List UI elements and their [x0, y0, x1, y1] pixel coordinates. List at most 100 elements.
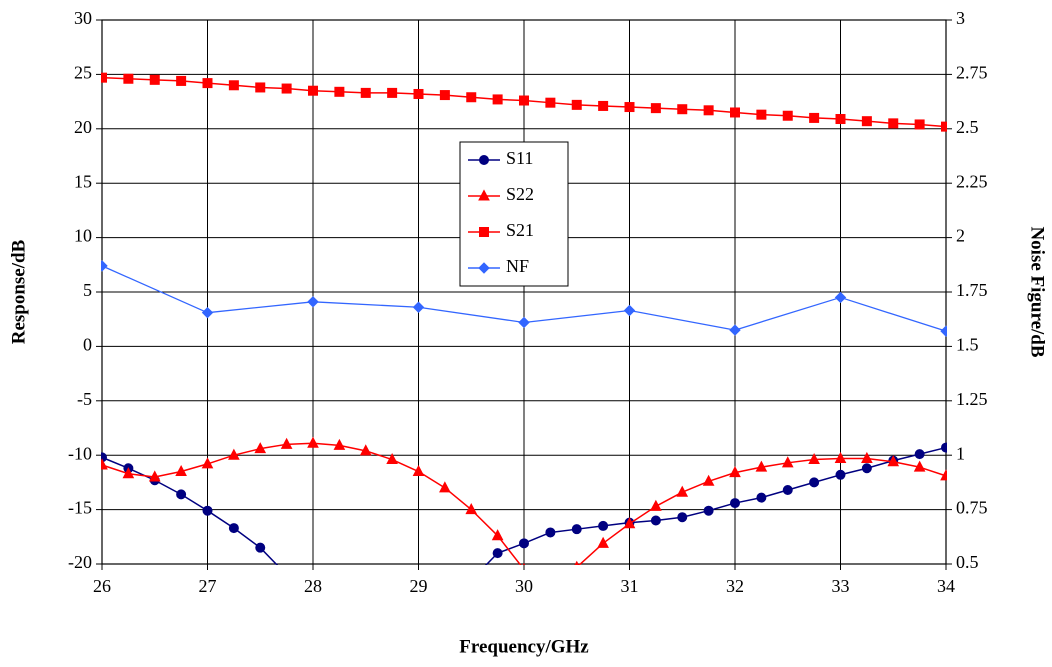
marker: [202, 78, 213, 89]
y-tick-label: -20: [68, 552, 92, 572]
y-tick-label: 0: [83, 335, 92, 355]
marker: [148, 470, 161, 482]
marker: [439, 481, 451, 493]
marker: [176, 75, 187, 86]
marker: [624, 102, 635, 113]
marker: [412, 301, 425, 313]
marker: [755, 460, 768, 472]
legend-label: S11: [506, 148, 533, 168]
marker: [545, 97, 556, 108]
y2-tick-label: 1: [956, 443, 965, 463]
marker: [412, 464, 425, 477]
marker: [175, 464, 187, 477]
marker: [887, 455, 900, 467]
marker: [861, 451, 873, 463]
marker: [941, 442, 947, 453]
marker: [123, 73, 134, 84]
marker: [282, 570, 291, 579]
y2-tick-label: 0.75: [956, 498, 988, 518]
marker: [281, 83, 292, 94]
marker: [650, 515, 661, 526]
marker: [650, 103, 661, 114]
marker: [941, 121, 947, 132]
legend-label: S22: [506, 184, 534, 204]
marker: [519, 95, 529, 106]
marker: [677, 104, 688, 115]
marker: [522, 562, 526, 565]
marker: [888, 118, 899, 129]
marker: [756, 492, 767, 503]
marker: [122, 467, 135, 479]
x-tick-label: 32: [726, 576, 744, 596]
marker: [861, 116, 872, 127]
marker: [228, 80, 239, 91]
marker: [413, 88, 424, 99]
marker: [913, 460, 926, 472]
marker: [228, 523, 239, 534]
marker: [439, 90, 450, 101]
marker: [809, 112, 820, 123]
marker: [387, 87, 398, 98]
marker: [255, 82, 266, 93]
marker: [702, 474, 715, 486]
marker: [280, 437, 293, 449]
marker: [101, 260, 108, 272]
y2-tick-label: 1.25: [956, 389, 988, 409]
marker: [466, 92, 477, 103]
y2-tick-label: 3: [956, 8, 965, 28]
marker: [730, 498, 740, 509]
legend-label: S21: [506, 220, 534, 240]
plot-layer: [101, 72, 947, 639]
marker: [307, 296, 319, 308]
marker: [676, 485, 689, 497]
marker: [677, 512, 688, 523]
marker: [176, 489, 187, 500]
legend-box: [459, 141, 569, 287]
marker: [571, 99, 582, 110]
marker: [782, 110, 793, 121]
marker: [809, 477, 820, 488]
marker: [598, 520, 609, 531]
marker: [834, 291, 847, 304]
x-tick-label: 31: [621, 576, 639, 596]
marker: [255, 542, 266, 553]
marker: [571, 524, 582, 535]
marker: [334, 86, 345, 97]
y-tick-label: -15: [68, 498, 92, 518]
y2-tick-label: 0.5: [956, 552, 979, 572]
marker: [703, 105, 714, 116]
y2-tick-label: 2.5: [956, 117, 979, 137]
marker: [201, 306, 214, 319]
y-tick-label: 25: [74, 63, 92, 83]
marker: [729, 466, 741, 478]
marker: [703, 505, 714, 516]
marker: [101, 72, 107, 83]
marker: [308, 85, 318, 96]
y2-tick-label: 1.75: [956, 280, 988, 300]
marker: [101, 458, 108, 470]
marker: [940, 325, 947, 337]
marker: [729, 324, 741, 336]
marker: [545, 527, 556, 538]
y-tick-label: 15: [74, 171, 92, 191]
marker: [782, 485, 793, 496]
marker: [361, 630, 370, 639]
y-tick-label: -5: [77, 389, 92, 409]
marker: [492, 548, 503, 559]
y2-tick-label: 2.25: [956, 171, 988, 191]
x-tick-label: 29: [410, 576, 428, 596]
y-tick-label: 10: [74, 226, 92, 246]
marker: [333, 438, 346, 450]
marker: [574, 560, 580, 565]
y-tick-label: 5: [83, 280, 92, 300]
marker: [914, 449, 925, 460]
y2-tick-label: 2: [956, 226, 965, 246]
y2-tick-label: 1.5: [956, 335, 979, 355]
y-tick-label: -10: [68, 443, 92, 463]
marker: [623, 304, 636, 317]
marker: [730, 107, 740, 118]
marker: [414, 630, 423, 639]
marker: [149, 74, 160, 85]
marker: [781, 456, 794, 468]
